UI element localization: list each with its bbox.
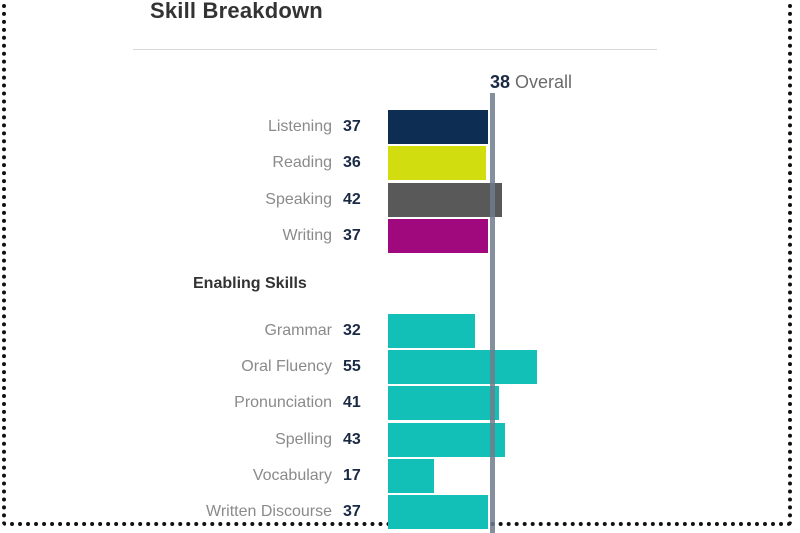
skill-bar-oral-fluency xyxy=(388,350,537,385)
skill-label-listening: Listening xyxy=(267,118,332,135)
skill-score-spelling: 43 xyxy=(343,430,361,448)
overall-score: 38 Overall xyxy=(490,72,572,93)
skill-score-oral-fluency: 55 xyxy=(343,358,361,376)
skill-bar-reading xyxy=(388,146,486,181)
skill-score-pronunciation: 41 xyxy=(343,394,361,412)
skill-bar-written-discourse xyxy=(388,495,488,529)
skill-bar-spelling xyxy=(388,422,505,457)
skill-label-speaking: Speaking xyxy=(265,190,332,208)
skill-label-pronunciation: Pronunciation xyxy=(234,394,332,412)
skill-score-written-discourse: 37 xyxy=(343,503,361,520)
skill-label-written-discourse: Written Discourse xyxy=(206,503,332,520)
title-divider xyxy=(133,49,657,50)
skill-score-speaking: 42 xyxy=(343,190,361,208)
skill-label-writing: Writing xyxy=(282,227,333,245)
skill-bar-speaking xyxy=(388,182,502,217)
skill-label-reading: Reading xyxy=(272,154,332,172)
skill-label-spelling: Spelling xyxy=(275,430,332,448)
skill-bar-writing xyxy=(388,219,488,254)
enabling-skills-heading: Enabling Skills xyxy=(193,275,307,292)
skill-score-vocabulary: 17 xyxy=(343,466,361,484)
skill-score-listening: 37 xyxy=(343,118,361,135)
skill-score-reading: 36 xyxy=(343,154,361,172)
skill-label-oral-fluency: Oral Fluency xyxy=(241,358,332,376)
overall-score-value: 38 xyxy=(490,72,511,92)
skill-bar-listening xyxy=(388,110,488,144)
skill-score-writing: 37 xyxy=(343,227,361,245)
overall-score-label: Overall xyxy=(515,72,573,92)
panel-title: Skill Breakdown xyxy=(150,0,323,23)
skill-bar-grammar xyxy=(388,314,475,348)
skill-bar-pronunciation xyxy=(388,386,499,421)
skill-label-grammar: Grammar xyxy=(264,322,332,339)
skill-score-grammar: 32 xyxy=(343,322,361,339)
skill-bar-vocabulary xyxy=(388,458,434,493)
skill-label-vocabulary: Vocabulary xyxy=(252,466,332,484)
overall-score-line xyxy=(490,93,495,533)
